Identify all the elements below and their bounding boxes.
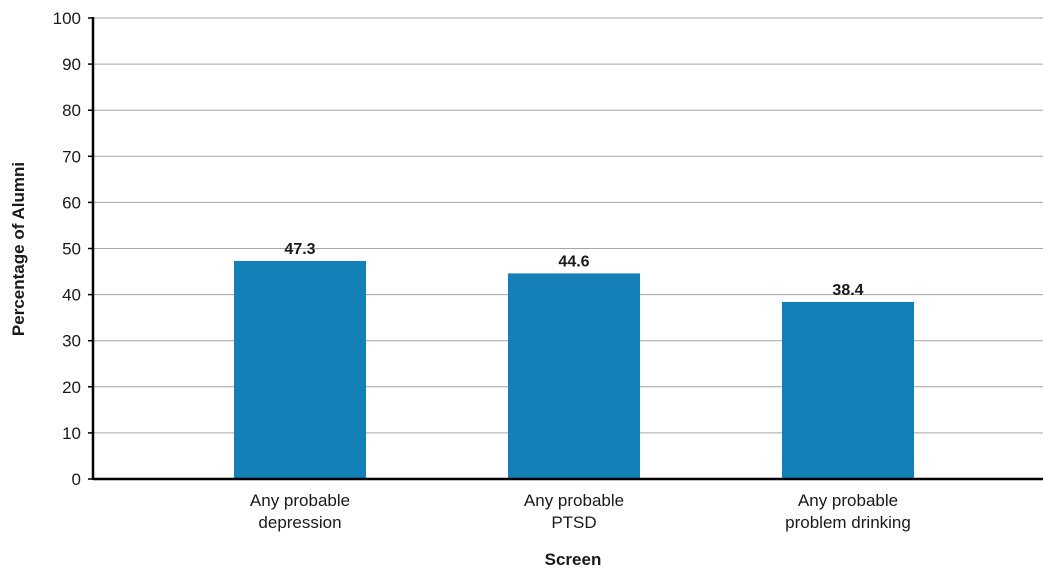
y-tick-label: 30 xyxy=(62,332,81,351)
y-tick-label: 20 xyxy=(62,378,81,397)
bar-value-label: 38.4 xyxy=(832,282,863,299)
x-category-labels: Any probable depression Any probable PTSD An… xyxy=(250,491,911,532)
x-axis-title: Screen xyxy=(545,550,602,569)
y-tick-label: 0 xyxy=(72,470,81,489)
y-axis-title: Percentage of Alumni xyxy=(9,162,28,336)
y-tick-label: 60 xyxy=(62,193,81,212)
x-category-label: PTSD xyxy=(551,513,596,532)
y-tick-label: 50 xyxy=(62,240,81,259)
y-tick-label: 100 xyxy=(53,9,81,28)
x-category-label: Any probable xyxy=(524,491,624,510)
bar xyxy=(782,301,914,479)
bar-value-label: 44.6 xyxy=(558,253,589,270)
bar-value-label: 47.3 xyxy=(284,241,315,258)
bar xyxy=(234,260,366,479)
x-category-label: depression xyxy=(258,513,341,532)
y-tick-label: 40 xyxy=(62,286,81,305)
x-category-label: Any probable xyxy=(250,491,350,510)
y-tick-label: 80 xyxy=(62,101,81,120)
value-labels: 47.3 44.6 38.4 xyxy=(284,241,863,299)
y-tick-label: 90 xyxy=(62,55,81,74)
y-tick-labels: 0 10 20 30 40 50 60 70 80 90 100 xyxy=(53,9,81,489)
x-category-label: Any probable xyxy=(798,491,898,510)
bars xyxy=(234,260,914,479)
y-tick-label: 70 xyxy=(62,147,81,166)
axes xyxy=(88,17,1043,481)
x-category-label: problem drinking xyxy=(785,513,911,532)
y-tick-label: 10 xyxy=(62,424,81,443)
bar xyxy=(508,273,640,479)
